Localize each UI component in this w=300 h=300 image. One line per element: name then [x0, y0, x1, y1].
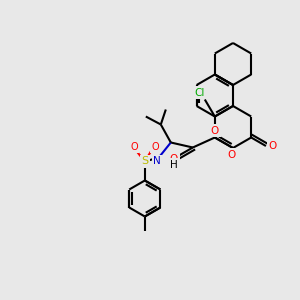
Text: H: H: [170, 160, 178, 170]
Text: O: O: [151, 142, 159, 152]
Text: N: N: [153, 157, 161, 166]
Text: O: O: [170, 154, 178, 164]
Text: O: O: [228, 150, 236, 160]
Text: O: O: [130, 142, 138, 152]
Text: S: S: [141, 157, 148, 166]
Text: O: O: [269, 141, 277, 151]
Text: Cl: Cl: [195, 88, 205, 98]
Text: O: O: [211, 125, 219, 136]
